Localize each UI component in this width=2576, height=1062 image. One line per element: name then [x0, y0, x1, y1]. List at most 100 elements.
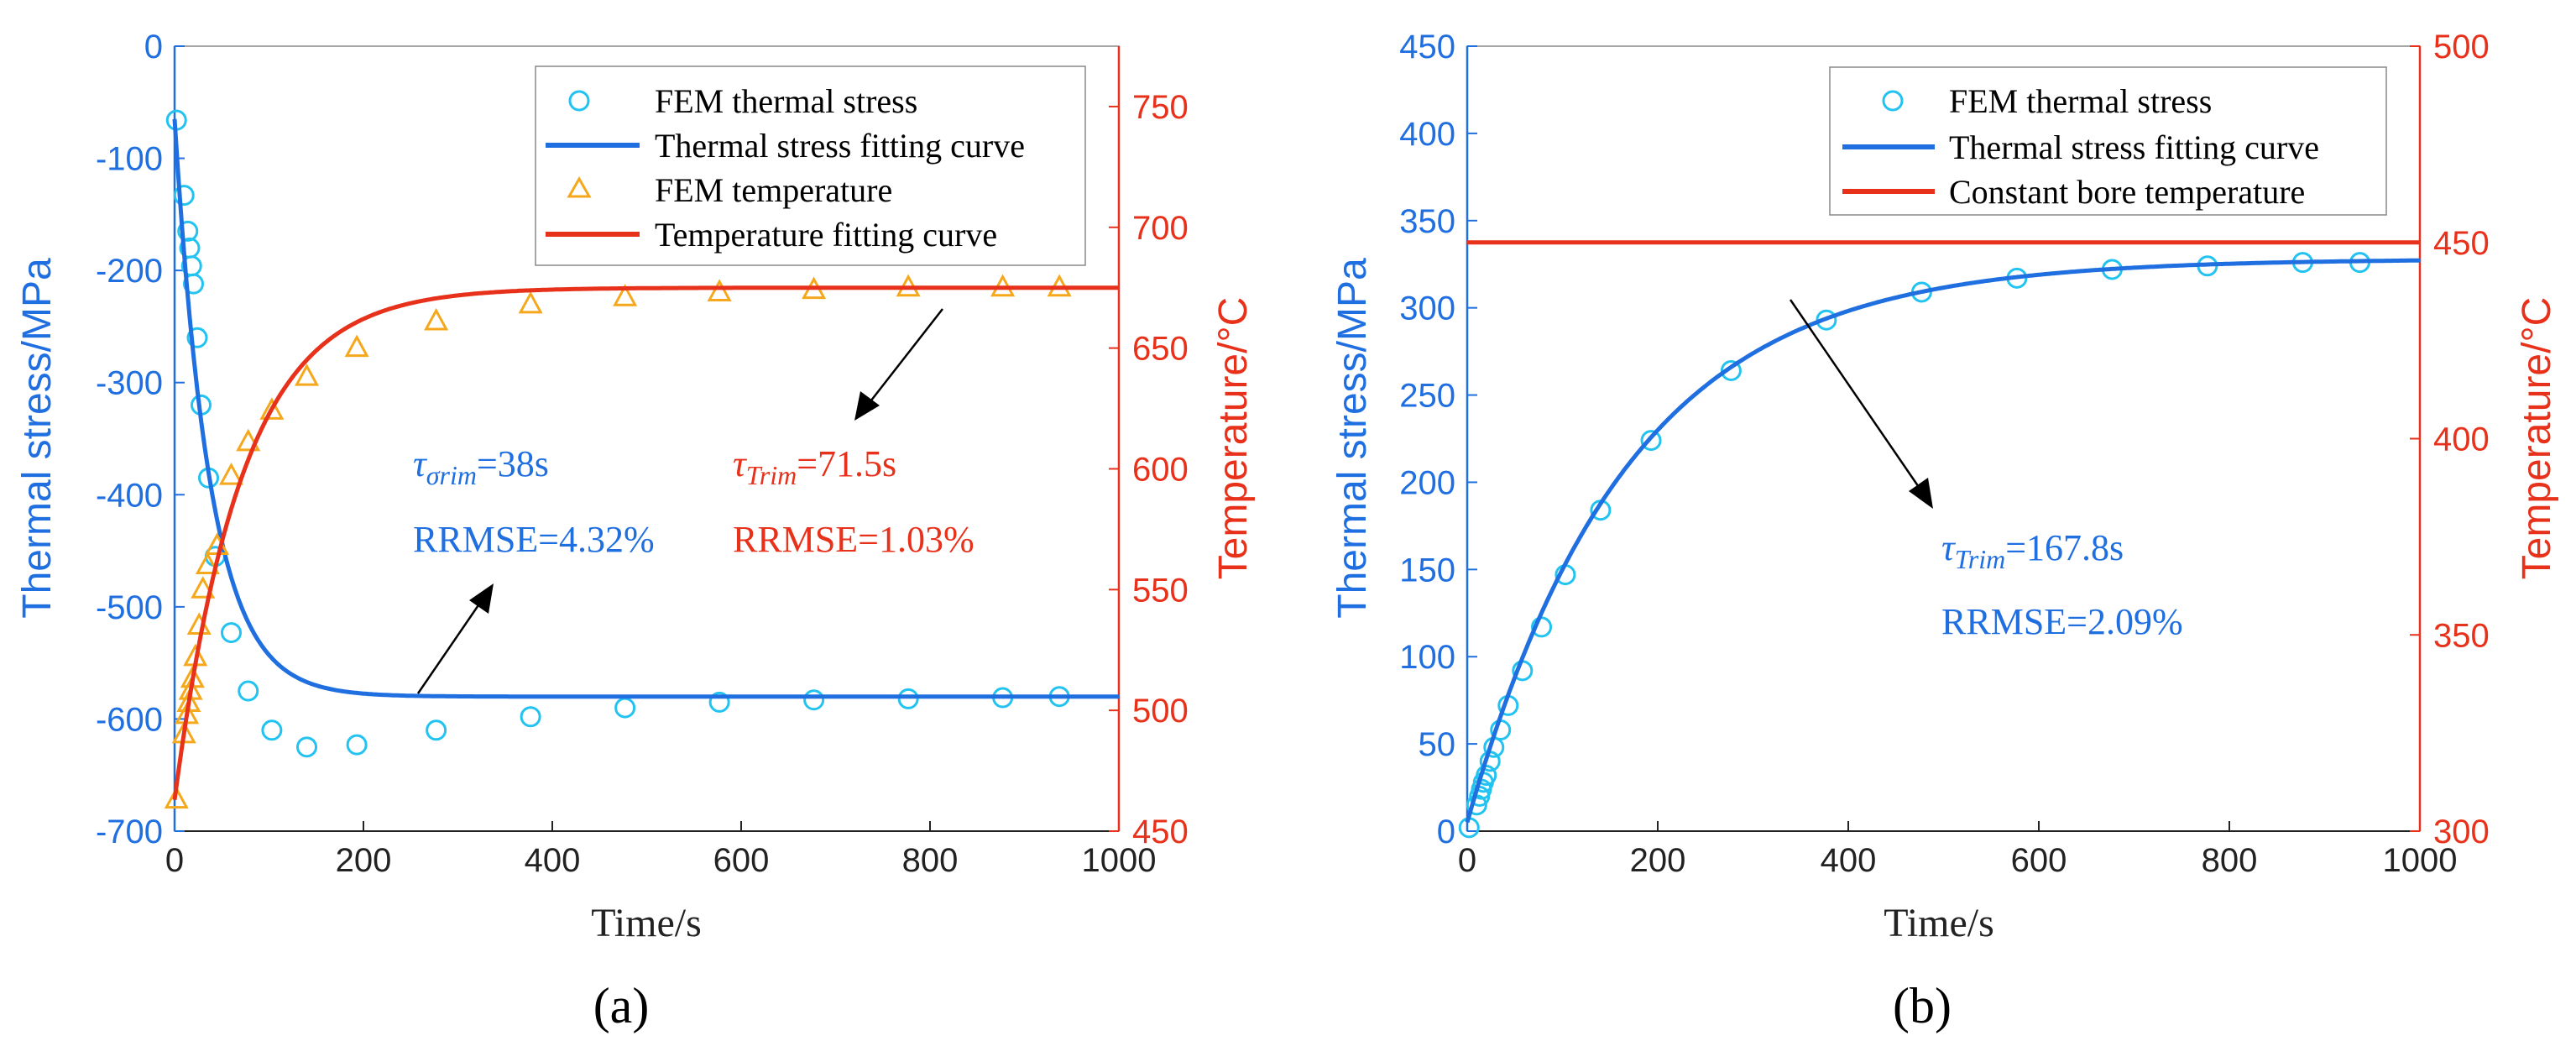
data-point-stress — [1720, 359, 1742, 381]
arrow-head — [1909, 478, 1933, 509]
left-tick-label: 350 — [1399, 203, 1455, 240]
left-tick-label: 450 — [1399, 29, 1455, 65]
data-series — [164, 109, 1119, 809]
data-point-stress — [173, 185, 195, 207]
x-tick-label: 0 — [165, 842, 184, 879]
tau-subscript: σrim — [426, 460, 477, 490]
data-point-stress — [1476, 765, 1497, 787]
left-tick-label: 100 — [1399, 639, 1455, 676]
data-point-temperature — [191, 576, 216, 599]
left-tick-label: -200 — [96, 253, 163, 290]
arrow-line — [416, 599, 483, 694]
right-tick-label: 350 — [2433, 617, 2490, 654]
right-tick-label: 400 — [2433, 421, 2490, 458]
left-y-axis-ticks: 0 50 100 150 200 250 300 350 400 450 — [1399, 29, 1477, 850]
left-tick-label: -700 — [96, 814, 163, 850]
left-tick-label: 300 — [1399, 290, 1455, 327]
tau-subscript: Trim — [746, 460, 797, 490]
legend-marker-circle — [568, 90, 590, 112]
annotation-tau: τTrim=167.8s — [1941, 527, 2124, 574]
legend-entry: FEM temperature — [655, 171, 892, 209]
data-point-temperature — [424, 307, 449, 331]
arrow-line — [1789, 299, 1924, 493]
x-axis-ticks: 0 200 400 600 800 1000 — [1458, 821, 2458, 879]
annotation-arrow — [1789, 299, 1933, 509]
left-tick-label: 0 — [144, 29, 163, 65]
x-tick-label: 0 — [1458, 842, 1476, 879]
x-tick-label: 400 — [1821, 842, 1877, 879]
data-point-stress — [346, 734, 368, 756]
tau-subscript: Trim — [1955, 544, 2005, 574]
fit-curve — [1465, 258, 2420, 824]
left-tick-label: -600 — [96, 701, 163, 738]
right-tick-label: 450 — [2433, 225, 2490, 262]
legend: FEM thermal stress Thermal stress fittin… — [1829, 66, 2387, 216]
data-point-stress — [183, 273, 204, 295]
data-point-temperature — [236, 428, 261, 452]
annotation-tau: τσrim=38s — [413, 443, 549, 490]
arrow-line — [867, 308, 943, 405]
data-point-stress — [614, 697, 636, 719]
x-axis-ticks: 0 200 400 600 800 1000 — [165, 821, 1157, 879]
left-tick-label: -400 — [96, 477, 163, 514]
y-axis-label-right: Temperature/°C — [2515, 297, 2559, 580]
data-point-temperature — [195, 552, 220, 575]
right-tick-label: 500 — [2433, 29, 2490, 65]
data-point-stress — [186, 327, 208, 348]
right-tick-label: 450 — [1132, 814, 1189, 850]
legend-entry: FEM thermal stress — [655, 82, 917, 120]
left-tick-label: 50 — [1419, 726, 1456, 763]
data-point-stress — [296, 736, 317, 758]
data-point-stress — [177, 220, 199, 242]
right-tick-label: 600 — [1132, 451, 1189, 488]
data-point-stress — [221, 622, 242, 644]
fit-curve — [172, 118, 1119, 699]
data-point-temperature — [259, 397, 285, 420]
right-y-axis-ticks: 300 350 400 450 500 — [2410, 29, 2490, 850]
right-tick-label: 750 — [1132, 89, 1189, 126]
data-point-temperature — [218, 462, 244, 485]
tau-symbol: τ — [1941, 527, 1957, 568]
left-tick-label: -300 — [96, 365, 163, 402]
annotation-stress-tau: τσrim=38s RRMSE=4.32% — [413, 443, 655, 560]
right-tick-label: 500 — [1132, 693, 1189, 730]
right-tick-label: 300 — [2433, 814, 2490, 850]
right-tick-label: 550 — [1132, 572, 1189, 609]
x-tick-label: 400 — [525, 842, 581, 879]
annotation-arrow — [416, 583, 494, 694]
data-point-temperature — [344, 334, 369, 358]
data-point-temperature — [164, 786, 189, 809]
tau-value: =71.5s — [797, 443, 896, 484]
chart-panel-a: 0 200 400 600 800 1000 0 -100 -200 -300 -400 -500 -… — [15, 29, 1256, 1033]
legend-marker-circle — [1882, 90, 1904, 112]
annotation-rrmse: RRMSE=1.03% — [733, 519, 974, 560]
arrow-head — [469, 583, 494, 614]
data-point-stress — [897, 688, 919, 709]
annotation-tau: τTrim=71.5s — [733, 443, 896, 490]
x-tick-label: 1000 — [2383, 842, 2458, 879]
x-tick-label: 600 — [713, 842, 770, 879]
data-point-stress — [803, 689, 825, 711]
data-point-temperature — [518, 290, 543, 314]
legend-marker-triangle — [567, 175, 592, 198]
left-tick-label: 0 — [1437, 814, 1455, 850]
data-point-stress — [426, 719, 447, 741]
left-tick-label: -500 — [96, 589, 163, 626]
x-axis-label: Time/s — [591, 901, 702, 945]
x-tick-label: 200 — [1630, 842, 1686, 879]
legend-entry: Constant bore temperature — [1949, 173, 2305, 211]
chart-panel-b: 0 200 400 600 800 1000 0 50 100 150 200 250 300 350 4… — [1330, 29, 2559, 1033]
x-tick-label: 800 — [902, 842, 959, 879]
left-y-axis-ticks: 0 -100 -200 -300 -400 -500 -600 -700 — [96, 29, 185, 850]
left-tick-label: 200 — [1399, 464, 1455, 501]
panel-label-a: (a) — [593, 978, 650, 1033]
legend-entry: Temperature fitting curve — [655, 216, 997, 254]
x-axis-label: Time/s — [1884, 901, 1994, 945]
x-tick-label: 800 — [2202, 842, 2258, 879]
x-tick-label: 1000 — [1082, 842, 1157, 879]
data-point-temperature — [294, 364, 320, 386]
right-tick-label: 700 — [1132, 210, 1189, 247]
data-point-stress — [261, 719, 283, 741]
data-point-temperature — [707, 279, 732, 301]
annotation-rrmse: RRMSE=2.09% — [1941, 601, 2183, 642]
